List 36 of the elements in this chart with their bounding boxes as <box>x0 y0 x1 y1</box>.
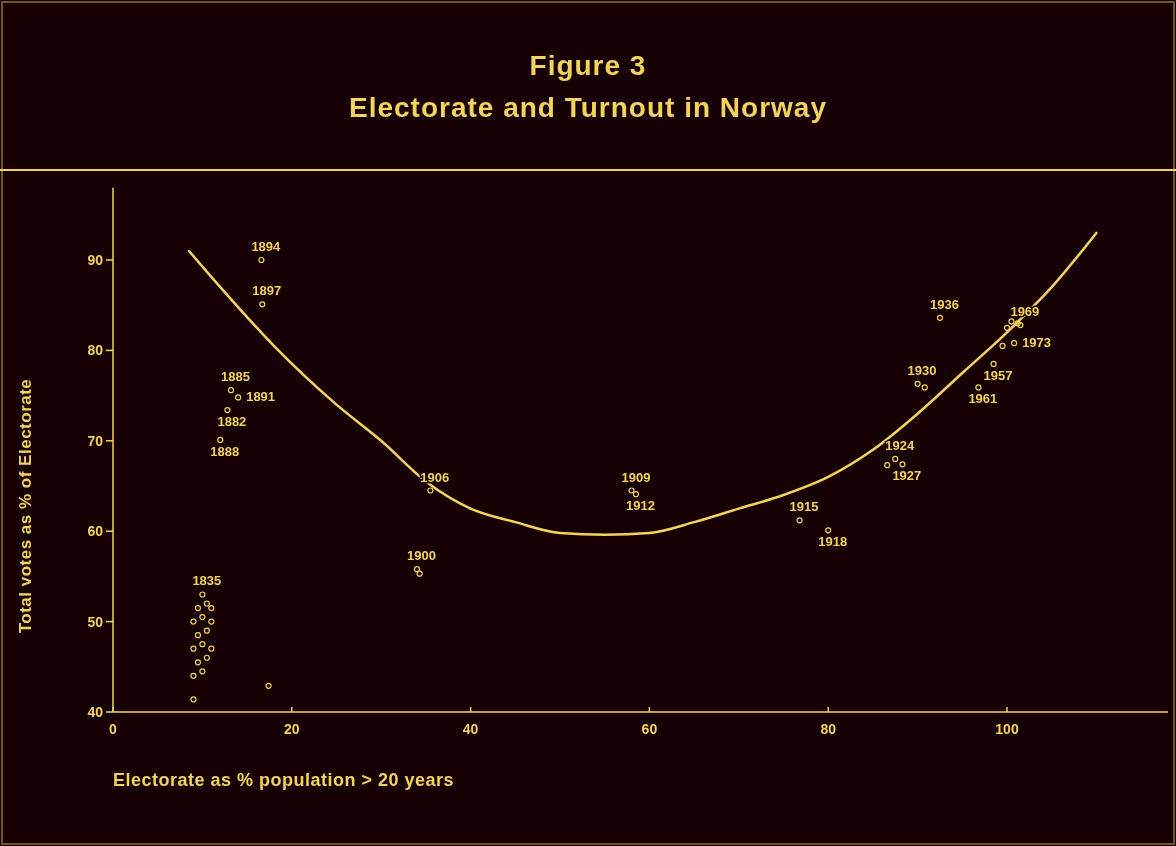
chart-subtitle: Electorate and Turnout in Norway <box>349 92 827 123</box>
annotation: 1900 <box>406 548 436 564</box>
annotation: 1924 <box>885 437 915 453</box>
annotation: 1885 <box>221 369 250 385</box>
annotation: 1891 <box>246 389 276 405</box>
annotation: 1957 <box>983 367 1013 383</box>
y-tick-label: 80 <box>87 342 104 359</box>
annotation: 1915 <box>789 499 819 515</box>
annotation: 1912 <box>625 498 655 514</box>
y-axis-title: Total votes as % of Electorate <box>16 378 35 634</box>
x-tick-label: 0 <box>109 721 118 737</box>
annotation: 1918 <box>818 534 848 550</box>
y-tick-label: 70 <box>87 432 104 449</box>
annotation: 1973 <box>1022 335 1052 351</box>
annotation: 1930 <box>907 362 937 378</box>
annotation: 1927 <box>892 468 922 484</box>
y-tick-label: 60 <box>87 523 104 540</box>
annotation: 1897 <box>252 283 282 299</box>
x-axis-title: Electorate as % population > 20 years <box>113 770 455 790</box>
annotation: 1936 <box>929 296 959 312</box>
annotation: 1906 <box>420 469 450 485</box>
annotation: 1835 <box>192 573 222 589</box>
x-tick-label: 40 <box>462 721 479 737</box>
annotation: 1909 <box>621 469 651 485</box>
x-tick-label: 80 <box>820 721 837 737</box>
annotation: 1882 <box>217 414 247 430</box>
x-tick-label: 100 <box>995 721 1019 737</box>
chart-title: Figure 3 <box>529 50 647 81</box>
y-tick-label: 90 <box>87 252 104 268</box>
y-tick-label: 50 <box>87 613 104 630</box>
x-tick-label: 20 <box>284 721 300 737</box>
y-tick-label: 40 <box>87 704 104 720</box>
annotation: 1961 <box>968 391 998 407</box>
annotation: 1894 <box>251 239 282 254</box>
x-tick-label: 60 <box>641 721 658 737</box>
annotation: 1888 <box>210 443 240 459</box>
